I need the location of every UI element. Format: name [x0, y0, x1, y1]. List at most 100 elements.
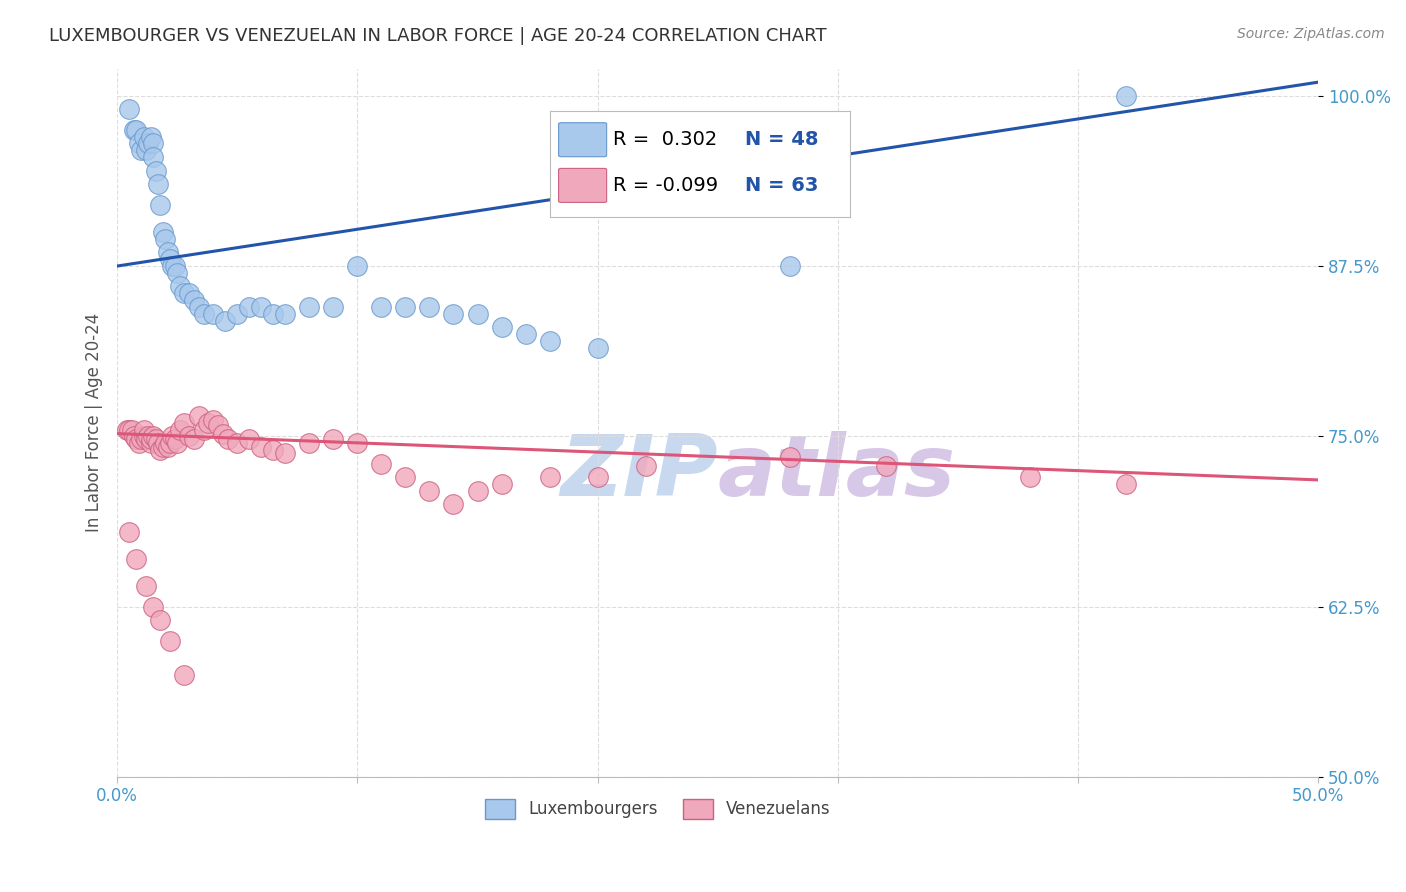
Point [467, 483, 489, 498]
Point [370, 300, 392, 314]
Point [166, 436, 188, 450]
Point [118, 524, 141, 539]
Point [491, 477, 513, 491]
Point [298, 300, 321, 314]
Point [128, 436, 150, 450]
Point [187, 300, 209, 314]
Point [274, 307, 297, 321]
Point [250, 440, 273, 454]
Point [394, 300, 416, 314]
Point [202, 413, 225, 427]
Point [1115, 88, 1137, 103]
Point [145, 163, 167, 178]
Point [142, 150, 165, 164]
Point [163, 259, 186, 273]
Point [262, 442, 284, 457]
Point [443, 497, 465, 511]
Text: atlas: atlas [717, 431, 956, 514]
Point [132, 429, 155, 443]
Point [159, 633, 181, 648]
Point [467, 307, 489, 321]
Point [129, 432, 152, 446]
Point [162, 259, 184, 273]
Point [139, 129, 162, 144]
Point [156, 245, 179, 260]
Point [142, 136, 165, 151]
Point [370, 457, 392, 471]
Point [122, 123, 145, 137]
Point [346, 436, 368, 450]
Point [443, 307, 465, 321]
Point [1115, 477, 1137, 491]
Point [298, 436, 321, 450]
Point [226, 307, 249, 321]
Text: ZIP: ZIP [560, 431, 717, 514]
Text: LUXEMBOURGER VS VENEZUELAN IN LABOR FORCE | AGE 20-24 CORRELATION CHART: LUXEMBOURGER VS VENEZUELAN IN LABOR FORC… [49, 27, 827, 45]
Point [121, 423, 143, 437]
Point [214, 313, 236, 327]
Point [212, 426, 235, 441]
Point [586, 341, 609, 355]
Point [226, 436, 249, 450]
Point [179, 429, 201, 443]
Point [322, 432, 344, 446]
Point [394, 470, 416, 484]
Point [207, 418, 229, 433]
Y-axis label: In Labor Force | Age 20-24: In Labor Force | Age 20-24 [86, 313, 103, 533]
Point [155, 436, 177, 450]
Point [146, 436, 169, 450]
Point [538, 470, 561, 484]
Point [634, 459, 657, 474]
Point [238, 300, 260, 314]
Point [139, 436, 162, 450]
Point [138, 136, 160, 151]
Point [125, 552, 148, 566]
Point [115, 423, 138, 437]
Point [162, 429, 184, 443]
Point [779, 259, 801, 273]
Point [169, 279, 191, 293]
Point [1019, 470, 1042, 484]
Point [173, 416, 195, 430]
Point [122, 429, 145, 443]
Point [779, 450, 801, 464]
Point [166, 266, 188, 280]
Point [135, 579, 157, 593]
Point [238, 432, 260, 446]
Point [149, 613, 172, 627]
Legend: Luxembourgers, Venezuelans: Luxembourgers, Venezuelans [478, 793, 837, 825]
Point [125, 123, 148, 137]
Point [129, 143, 152, 157]
Point [139, 432, 162, 446]
Point [152, 440, 174, 454]
Point [173, 286, 195, 301]
Point [274, 445, 297, 459]
Point [262, 307, 284, 321]
Point [169, 423, 191, 437]
Point [322, 300, 344, 314]
Point [118, 103, 141, 117]
Point [156, 440, 179, 454]
Point [152, 225, 174, 239]
Point [202, 307, 225, 321]
Text: Source: ZipAtlas.com: Source: ZipAtlas.com [1237, 27, 1385, 41]
Point [118, 423, 141, 437]
Point [193, 307, 215, 321]
Point [159, 436, 181, 450]
Point [173, 667, 195, 681]
Point [159, 252, 181, 267]
Point [875, 459, 897, 474]
Point [515, 327, 537, 342]
Point [346, 259, 368, 273]
Point [132, 423, 155, 437]
Point [179, 286, 201, 301]
Point [538, 334, 561, 348]
Point [250, 300, 273, 314]
Point [135, 143, 157, 157]
Point [155, 232, 177, 246]
Point [491, 320, 513, 334]
Point [128, 136, 150, 151]
Point [135, 432, 157, 446]
Point [149, 442, 172, 457]
Point [197, 416, 219, 430]
